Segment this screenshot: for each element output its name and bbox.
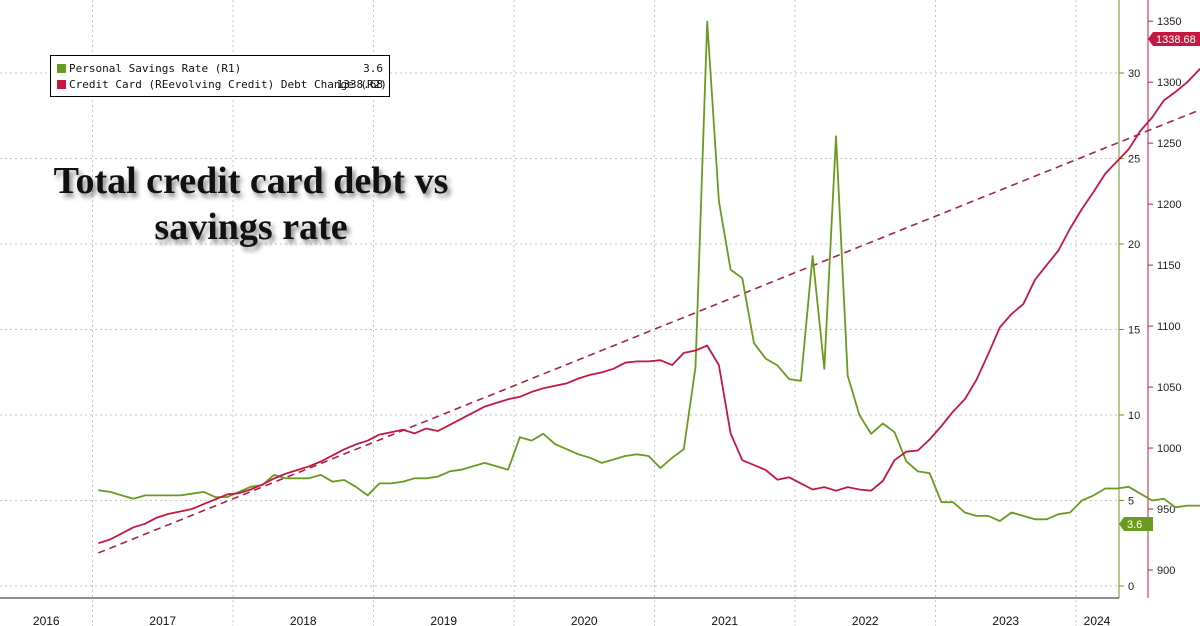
r1-tick-label: 10 [1128,410,1140,422]
x-tick-label: 2023 [992,614,1019,626]
time-axis: 2016 2017 2018 2019 2020 2021 2022 2023 2024 [0,597,1119,626]
r1-tick-label: 20 [1128,239,1140,251]
credit-card-debt-line [98,67,1200,545]
credit-swatch [57,80,66,89]
legend-value-credit: 1338.68 [336,78,383,91]
x-tick-label: 2021 [711,614,738,626]
r1-axis: 0 5 10 15 20 25 30 [1118,0,1140,598]
x-tick-label: 2019 [430,614,457,626]
trend-line [98,108,1200,554]
r1-tick-label: 0 [1128,581,1134,593]
x-tick-label: 2017 [149,614,176,626]
savings-rate-line [98,20,1200,522]
credit-last-value-bg [1148,32,1200,46]
savings-last-value-bg [1119,517,1153,531]
credit-last-value-text: 1338.68 [1156,34,1196,46]
r2-tick-label: 1350 [1157,16,1181,28]
legend-entry-savings: Personal Savings Rate (R1) 3.6 [57,62,383,76]
legend-label-credit: Credit Card (REevolving Credit) Debt Cha… [69,78,387,91]
x-tick-label: 2022 [852,614,879,626]
savings-last-value-text: 3.6 [1127,519,1142,531]
legend-label-savings: Personal Savings Rate (R1) [69,62,242,75]
r2-axis: 900 950 1000 1050 1100 1150 1200 1250 1300 1350 [1147,0,1181,598]
savings-swatch [57,64,66,73]
r2-tick-label: 1150 [1157,260,1181,272]
chart-title: Total credit card debt vs savings rate [53,160,449,248]
r1-tick-label: 25 [1128,154,1140,166]
plot-area [98,20,1200,554]
r2-tick-label: 1050 [1157,382,1181,394]
r1-tick-label: 5 [1128,496,1134,508]
x-tick-label: 2016 [33,614,60,626]
r2-tick-label: 950 [1157,504,1175,516]
r2-tick-label: 1000 [1157,443,1181,455]
legend-entry-credit: Credit Card (REevolving Credit) Debt Cha… [57,78,387,92]
r2-tick-label: 1200 [1157,199,1181,211]
last-value-badges: 3.6 1338.68 [1119,32,1200,531]
r1-tick-label: 30 [1128,68,1140,80]
chart-legend: Personal Savings Rate (R1) 3.6 Credit Ca… [50,55,390,97]
r2-tick-label: 1100 [1157,321,1181,333]
r1-tick-label: 15 [1128,325,1140,337]
legend-value-savings: 3.6 [363,62,383,75]
r2-tick-label: 900 [1157,565,1175,577]
x-tick-label: 2020 [571,614,598,626]
r2-tick-label: 1250 [1157,138,1181,150]
r2-tick-label: 1300 [1157,77,1181,89]
x-tick-label: 2018 [290,614,317,626]
x-tick-label: 2024 [1084,614,1111,626]
